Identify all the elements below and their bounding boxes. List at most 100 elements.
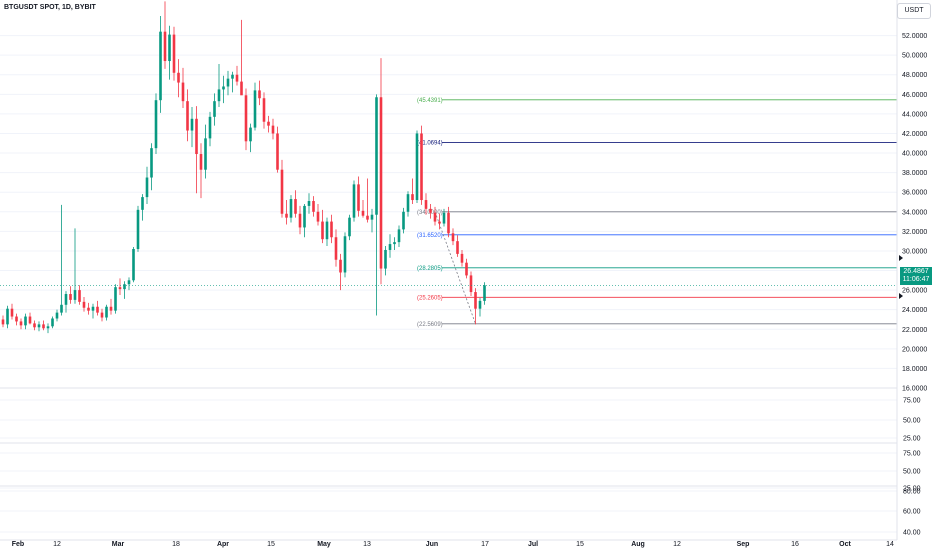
fib-level-label: (41.0694) bbox=[417, 141, 443, 147]
fib-level-label: (34.0000) bbox=[417, 210, 443, 216]
fib-level[interactable]: (22.5609) bbox=[417, 322, 897, 328]
candle-body bbox=[294, 199, 297, 214]
candle bbox=[55, 309, 59, 322]
candle-body bbox=[262, 98, 266, 122]
candle bbox=[91, 303, 95, 319]
fib-level[interactable]: (28.2805) bbox=[417, 266, 897, 272]
fib-level[interactable]: (34.0000) bbox=[417, 210, 897, 216]
candle-body bbox=[289, 199, 293, 218]
time-tick-label: 17 bbox=[481, 541, 489, 548]
indicator-tick-label: 75.00 bbox=[903, 451, 921, 458]
candle-body bbox=[208, 116, 212, 139]
candle-body bbox=[375, 97, 378, 215]
candle bbox=[118, 278, 122, 295]
candle-body bbox=[415, 133, 419, 201]
candle bbox=[163, 1, 167, 69]
candle bbox=[397, 225, 401, 248]
symbol-title: BTGUSDT SPOT, 1D, BYBIT bbox=[4, 4, 96, 11]
price-arrow-marker[interactable] bbox=[899, 255, 903, 261]
candle bbox=[298, 205, 302, 235]
candle-body bbox=[1, 319, 5, 325]
currency-selector[interactable]: USDT bbox=[897, 3, 931, 19]
candlestick-series bbox=[0, 1, 897, 334]
candle-body bbox=[60, 304, 63, 313]
candle bbox=[442, 208, 446, 227]
indicator-tick-label: 50.00 bbox=[903, 469, 921, 476]
candle bbox=[447, 206, 450, 238]
price-arrow-marker[interactable] bbox=[899, 293, 903, 299]
candle bbox=[141, 194, 144, 221]
pane-separators bbox=[0, 387, 897, 541]
candle bbox=[438, 213, 441, 230]
fib-retracement[interactable]: (45.4391) (41.0694) (34.0000) (31.6520) (28.… bbox=[417, 98, 897, 328]
fib-level[interactable]: (25.2605) bbox=[417, 295, 897, 301]
candle-body bbox=[469, 275, 473, 293]
candle-body bbox=[465, 262, 468, 276]
candle bbox=[456, 235, 459, 257]
candle bbox=[460, 249, 464, 267]
candle-body bbox=[172, 34, 176, 73]
candle bbox=[190, 107, 194, 148]
time-axis[interactable]: Feb 12 Mar 18 Apr 15 May 13 Jun 17 Jul 15 Aug 12 Sep 16… bbox=[12, 541, 894, 548]
candle-body bbox=[402, 211, 405, 230]
candle-body bbox=[199, 154, 203, 170]
indicator-tick-label: 75.00 bbox=[903, 398, 921, 405]
time-tick-label: 12 bbox=[673, 541, 681, 548]
candle-body bbox=[213, 101, 216, 117]
candle-body bbox=[82, 301, 86, 308]
candle bbox=[357, 176, 360, 217]
candle-body bbox=[366, 215, 369, 220]
fib-level-label: (25.2605) bbox=[417, 295, 443, 301]
candle bbox=[100, 308, 104, 322]
candle-body bbox=[384, 249, 387, 269]
candle bbox=[339, 253, 342, 291]
last-price-tag: 26.4867 11:06:47 bbox=[900, 267, 932, 285]
indicator-tick-label: 50.00 bbox=[903, 418, 921, 425]
indicator-tick-label: 25.00 bbox=[903, 436, 921, 443]
candle-body bbox=[24, 316, 27, 326]
candle bbox=[424, 193, 428, 215]
candle bbox=[334, 229, 338, 267]
candle-body bbox=[114, 287, 117, 311]
candle bbox=[474, 288, 477, 325]
candle bbox=[42, 320, 45, 331]
price-tick-label: 36.0000 bbox=[902, 190, 927, 197]
candle bbox=[411, 178, 414, 204]
candle-body bbox=[258, 90, 261, 99]
candle-body bbox=[28, 316, 32, 324]
indicator-tick-label: 80.00 bbox=[903, 489, 921, 496]
candle-body bbox=[339, 259, 342, 273]
candle bbox=[240, 19, 243, 96]
candle-body bbox=[325, 221, 329, 240]
candle bbox=[267, 115, 270, 133]
candle bbox=[51, 316, 54, 329]
time-tick-label: 14 bbox=[886, 541, 894, 548]
fib-level[interactable]: (45.4391) bbox=[417, 98, 897, 104]
fib-level[interactable]: (31.6520) bbox=[417, 233, 897, 239]
price-axis[interactable]: 52.0000 50.0000 48.0000 46.0000 44.0000 42.00… bbox=[896, 0, 927, 540]
candle-body bbox=[460, 253, 464, 263]
candle-body bbox=[235, 74, 239, 82]
candle-body bbox=[352, 184, 356, 218]
price-tick-label: 16.0000 bbox=[902, 386, 927, 393]
fib-level[interactable]: (41.0694) bbox=[417, 141, 897, 147]
candle bbox=[19, 318, 23, 330]
candle-body bbox=[222, 86, 225, 90]
time-tick-label: Sep bbox=[737, 541, 750, 548]
candle-body bbox=[474, 292, 477, 309]
candle bbox=[469, 271, 473, 296]
candle-body bbox=[330, 221, 333, 238]
candle bbox=[352, 180, 356, 222]
candle-body bbox=[19, 321, 23, 326]
candle bbox=[465, 258, 468, 279]
candle-body bbox=[312, 201, 315, 212]
candle-body bbox=[442, 212, 446, 224]
candle bbox=[231, 71, 234, 93]
candle bbox=[366, 178, 369, 223]
time-tick-label: Mar bbox=[112, 541, 125, 548]
candle-body bbox=[163, 31, 167, 62]
candle bbox=[307, 193, 311, 214]
candle bbox=[87, 302, 90, 315]
time-tick-label: 12 bbox=[53, 541, 61, 548]
